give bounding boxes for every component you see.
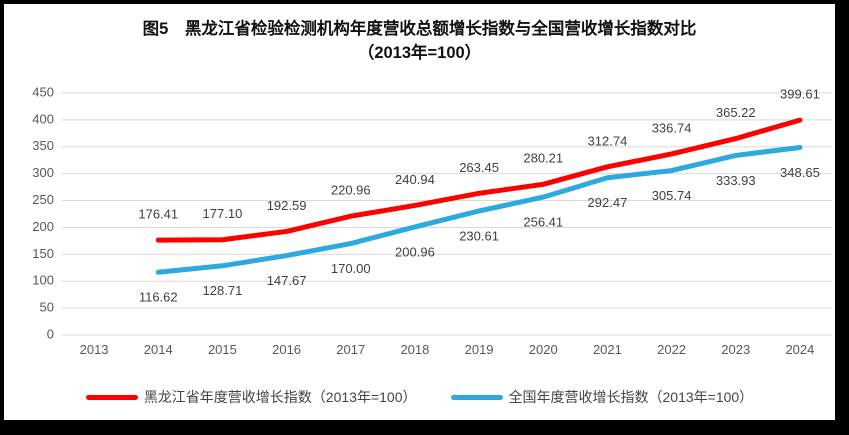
data-label-heilongjiang: 192.59: [267, 198, 307, 213]
y-tick-label: 350: [32, 138, 54, 153]
legend-swatch-national: [450, 394, 503, 400]
legend-label-heilongjiang: 黑龙江省年度营收增长指数（2013年=100）: [143, 389, 417, 405]
series-path-national: [155, 145, 803, 275]
y-tick-label: 450: [32, 84, 54, 99]
y-tick-label: 150: [32, 246, 54, 261]
y-tick-label: 100: [32, 273, 54, 288]
data-label-national: 170.00: [331, 261, 371, 276]
data-label-heilongjiang: 220.96: [331, 183, 371, 198]
chart-legend: 黑龙江省年度营收增长指数（2013年=100） 全国年度营收增长指数（2013年…: [4, 387, 835, 407]
series-path-heilongjiang: [155, 117, 803, 243]
data-label-heilongjiang: 176.41: [138, 207, 178, 222]
series-line-heilongjiang: 176.41 177.10 192.59 220.96 240.94 263.45 280.…: [138, 87, 820, 243]
data-label-national: 147.67: [267, 273, 307, 288]
data-label-heilongjiang: 365.22: [716, 105, 756, 120]
data-label-national: 256.41: [523, 215, 563, 230]
x-tick-label: 2013: [80, 342, 109, 357]
chart-title: 图5 黑龙江省检验检测机构年度营收总额增长指数与全国营收增长指数对比 （2013…: [4, 17, 835, 65]
x-tick-label: 2015: [208, 342, 237, 357]
y-tick-label: 50: [40, 300, 54, 315]
x-tick-label: 2017: [336, 342, 365, 357]
data-label-national: 305.74: [652, 188, 692, 203]
data-label-heilongjiang: 263.45: [459, 160, 499, 175]
x-tick-label: 2022: [657, 342, 686, 357]
y-tick-label: 0: [47, 326, 54, 341]
y-axis-labels: 0 50 100 150 200 250 300 350 400 450: [32, 84, 54, 341]
data-label-national: 348.65: [780, 165, 820, 180]
x-axis-labels: 2013 2014 2015 2016 2017 2018 2019 2020 2021 2022…: [80, 342, 815, 357]
legend-swatch-heilongjiang: [85, 394, 138, 400]
x-tick-label: 2021: [593, 342, 622, 357]
y-tick-label: 200: [32, 219, 54, 234]
data-label-national: 292.47: [588, 195, 628, 210]
chart-title-line2: （2013年=100）: [357, 44, 482, 62]
x-tick-label: 2020: [529, 342, 558, 357]
data-label-national: 128.71: [203, 283, 243, 298]
y-tick-label: 250: [32, 192, 54, 207]
data-label-national: 116.62: [139, 290, 178, 305]
data-label-national: 200.96: [395, 244, 435, 259]
x-tick-label: 2023: [721, 342, 750, 357]
data-label-heilongjiang: 312.74: [588, 133, 628, 148]
x-tick-label: 2016: [272, 342, 301, 357]
y-tick-label: 400: [32, 111, 54, 126]
data-label-heilongjiang: 399.61: [780, 87, 820, 102]
legend-item-national: 全国年度营收增长指数（2013年=100）: [450, 387, 754, 407]
x-tick-label: 2019: [465, 342, 494, 357]
data-label-heilongjiang: 280.21: [523, 151, 563, 166]
data-label-national: 230.61: [459, 228, 499, 243]
x-tick-label: 2014: [144, 342, 173, 357]
y-tick-label: 300: [32, 165, 54, 180]
chart-title-line1: 图5 黑龙江省检验检测机构年度营收总额增长指数与全国营收增长指数对比: [142, 20, 697, 38]
data-label-heilongjiang: 177.10: [203, 206, 243, 221]
x-tick-label: 2018: [400, 342, 429, 357]
data-label-heilongjiang: 240.94: [395, 172, 435, 187]
x-tick-label: 2024: [785, 342, 814, 357]
series-line-national: 116.62 128.71 147.67 170.00 200.96 230.61 256.…: [139, 145, 820, 305]
legend-item-heilongjiang: 黑龙江省年度营收增长指数（2013年=100）: [85, 387, 417, 407]
data-label-heilongjiang: 336.74: [652, 120, 692, 135]
data-label-national: 333.93: [716, 173, 756, 188]
legend-label-national: 全国年度营收增长指数（2013年=100）: [508, 389, 754, 405]
